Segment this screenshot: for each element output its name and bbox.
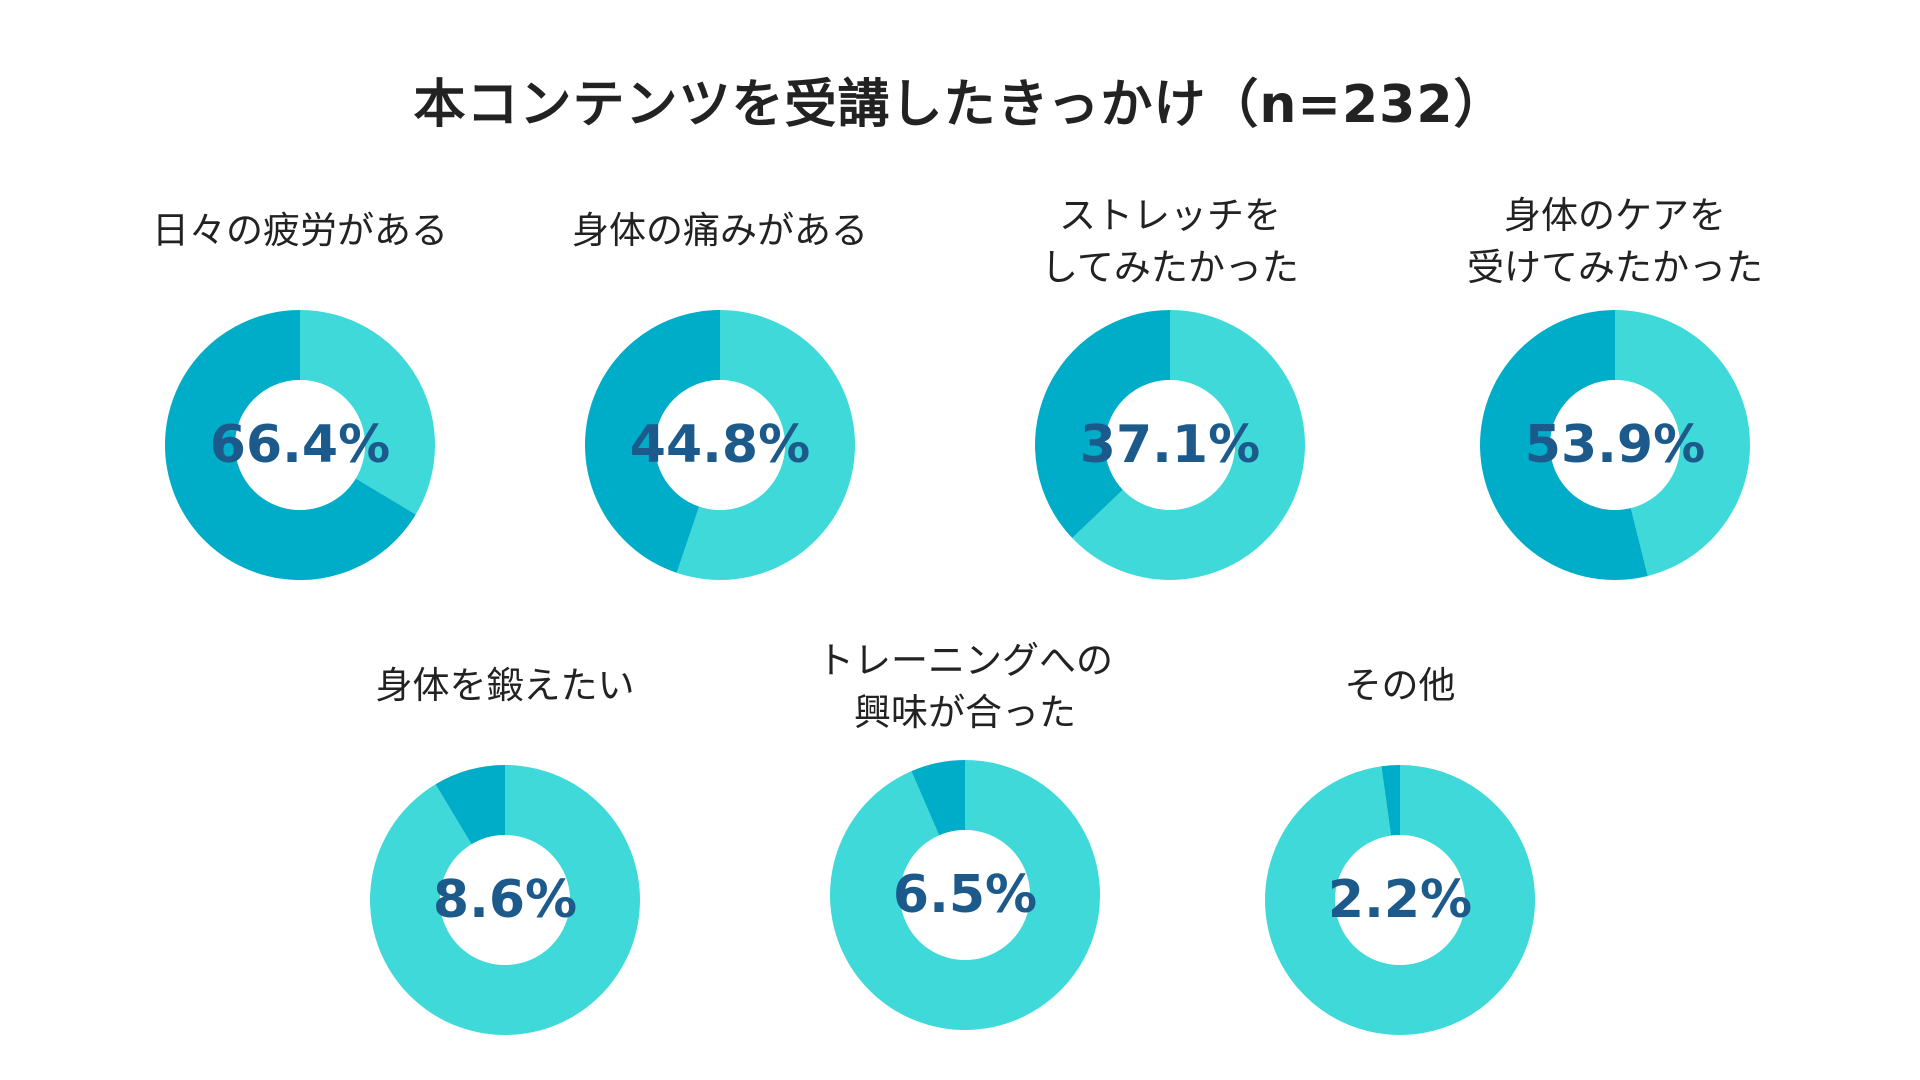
donut-label: 身体の痛みがある bbox=[500, 205, 940, 257]
donut-value-label: 6.5% bbox=[892, 865, 1038, 925]
donut-chart: 37.1% bbox=[1035, 310, 1305, 580]
donut-svg bbox=[1035, 310, 1305, 580]
donut-hole bbox=[655, 380, 785, 510]
donut-label: トレーニングへの 興味が合った bbox=[745, 635, 1185, 739]
donut-label-line: トレーニングへの bbox=[817, 639, 1113, 682]
donut-value-label: 2.2% bbox=[1327, 870, 1473, 930]
donut-slice-value bbox=[585, 310, 720, 573]
chart-title: 本コンテンツを受講したきっかけ（n=232） bbox=[413, 75, 1507, 135]
donut-slice-value bbox=[1035, 310, 1170, 539]
donut-chart: 66.4% bbox=[165, 310, 436, 580]
donut-slice-rest bbox=[1072, 310, 1305, 580]
donut-hole bbox=[900, 830, 1030, 960]
donut-slice-value bbox=[435, 765, 505, 845]
donut-value-label: 37.1% bbox=[1079, 415, 1261, 475]
donut-label-line: してみたかった bbox=[1041, 246, 1299, 289]
donut-chart: 6.5% bbox=[830, 760, 1100, 1030]
donut-label: その他 bbox=[1180, 660, 1620, 712]
donut-label-line: 身体のケアを bbox=[1504, 194, 1726, 237]
donut-svg bbox=[830, 760, 1100, 1030]
donut-slice-value bbox=[1480, 310, 1648, 580]
donut-slice-value bbox=[165, 310, 416, 580]
donut-slice-rest bbox=[300, 310, 436, 515]
donut-hole bbox=[1105, 380, 1235, 510]
donut-svg bbox=[1480, 310, 1750, 580]
donut-label-line: 身体の痛みがある bbox=[572, 209, 868, 252]
donut-value-label: 44.8% bbox=[629, 415, 811, 475]
donut-svg bbox=[585, 310, 855, 580]
donut-label: 身体を鍛えたい bbox=[285, 660, 725, 712]
donut-chart: 8.6% bbox=[370, 765, 640, 1035]
donut-label-line: その他 bbox=[1344, 664, 1456, 707]
donut-hole bbox=[1335, 835, 1465, 965]
donut-value-label: 8.6% bbox=[432, 870, 578, 930]
donut-label: 日々の疲労がある bbox=[80, 205, 520, 257]
donut-label-line: 日々の疲労がある bbox=[152, 209, 448, 252]
donut-label: ストレッチを してみたかった bbox=[950, 190, 1390, 294]
donut-hole bbox=[235, 380, 365, 510]
donut-slice-value bbox=[1381, 765, 1400, 836]
donut-chart: 2.2% bbox=[1265, 765, 1535, 1035]
donut-svg bbox=[1265, 765, 1535, 1035]
donut-label-line: 身体を鍛えたい bbox=[375, 664, 635, 707]
donut-slice-rest bbox=[1615, 310, 1750, 576]
donut-label: 身体のケアを 受けてみたかった bbox=[1395, 190, 1835, 294]
donut-slice-rest bbox=[830, 760, 1100, 1030]
donut-hole bbox=[1550, 380, 1680, 510]
donut-label-line: 受けてみたかった bbox=[1467, 246, 1763, 289]
donut-chart: 44.8% bbox=[585, 310, 855, 580]
donut-svg bbox=[370, 765, 640, 1035]
donut-slice-rest bbox=[1265, 765, 1535, 1035]
donut-value-label: 53.9% bbox=[1524, 415, 1706, 475]
donut-slice-value bbox=[911, 760, 965, 836]
donut-value-label: 66.4% bbox=[209, 415, 391, 475]
donut-chart: 53.9% bbox=[1480, 310, 1750, 580]
donut-slice-rest bbox=[370, 765, 640, 1035]
donut-hole bbox=[440, 835, 570, 965]
donut-label-line: 興味が合った bbox=[854, 691, 1076, 734]
donut-svg bbox=[165, 310, 436, 580]
donut-label-line: ストレッチを bbox=[1059, 194, 1281, 237]
donut-slice-rest bbox=[676, 310, 855, 580]
